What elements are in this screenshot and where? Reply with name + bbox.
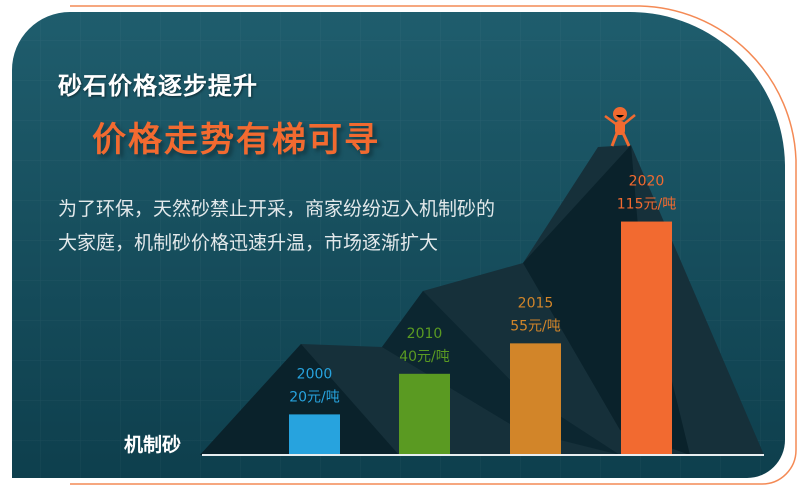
value-label: 20元/吨 (289, 389, 340, 405)
mountain-facet (382, 291, 620, 455)
page-subtitle: 价格走势有梯可寻 (92, 120, 380, 160)
bar-2015 (510, 343, 561, 455)
bar-2000 (289, 414, 340, 455)
mountain-facet (200, 344, 399, 455)
year-label: 2020 (629, 174, 665, 190)
category-label: 机制砂 (124, 434, 182, 456)
bar-2010 (399, 373, 450, 455)
year-label: 2000 (297, 366, 333, 382)
year-label: 2015 (518, 295, 554, 311)
description-text: 为了环保，天然砂禁止开采，商家纷纷迈入机制砂的大家庭，机制砂价格迅速升温，市场逐… (58, 198, 496, 254)
cheering-person-icon (604, 107, 636, 147)
year-label: 2010 (407, 326, 443, 342)
value-label: 115元/吨 (617, 197, 676, 213)
page-title: 砂石价格逐步提升 (58, 72, 258, 100)
value-label: 40元/吨 (399, 349, 450, 365)
bar-group: 2000 20元/吨 2010 40元/吨 2015 55元/吨 2020 115元/吨 (289, 174, 676, 455)
bar-2020 (621, 221, 672, 455)
card-outline (70, 5, 797, 485)
value-label: 55元/吨 (510, 318, 561, 334)
